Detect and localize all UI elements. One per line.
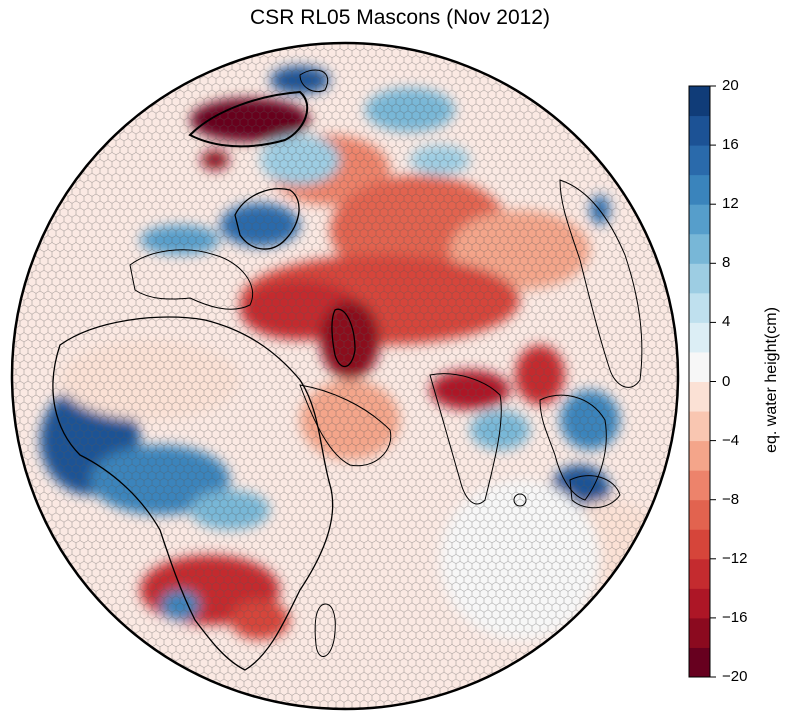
colorbar-band (689, 204, 710, 235)
colorbar-band (689, 470, 710, 501)
colorbar-band (689, 381, 710, 412)
colorbar-tick-label: 4 (722, 313, 731, 331)
colorbar-band (689, 86, 710, 117)
colorbar-band (689, 588, 710, 619)
coastlines (52, 69, 643, 671)
colorbar-tick-label: 16 (722, 136, 739, 154)
colorbar-band (689, 263, 710, 294)
colorbar-band (689, 647, 710, 678)
globe-outline (10, 41, 680, 711)
colorbar-band (689, 351, 710, 382)
colorbar-band (689, 174, 710, 205)
colorbar-tick-label: 8 (722, 254, 731, 272)
colorbar-tick-label: 20 (722, 77, 739, 94)
colorbar-tick-label: −12 (722, 549, 748, 567)
colorbar-band (689, 440, 710, 471)
colorbar-tick-label: −4 (722, 431, 740, 449)
colorbar-band (689, 558, 710, 589)
colorbar-tick-label: 12 (722, 195, 739, 213)
colorbar-band (689, 499, 710, 530)
colorbar-band (689, 617, 710, 648)
colorbar-band (689, 145, 710, 176)
colorbar-tick-label: −16 (722, 608, 748, 626)
colorbar-tick-label: 0 (722, 372, 731, 390)
colorbar-axis-label: eq. water height(cm) (763, 307, 780, 453)
colorbar-band (689, 292, 710, 323)
colorbar-tick-label: −8 (722, 490, 740, 508)
colorbar-band (689, 529, 710, 560)
colorbar-band (689, 411, 710, 442)
colorbar-band (689, 233, 710, 264)
colorbar-band (689, 322, 710, 353)
map-title: CSR RL05 Mascons (Nov 2012) (250, 6, 550, 29)
colorbar-tick-label: −20 (722, 668, 748, 685)
colorbar-band (689, 115, 710, 146)
